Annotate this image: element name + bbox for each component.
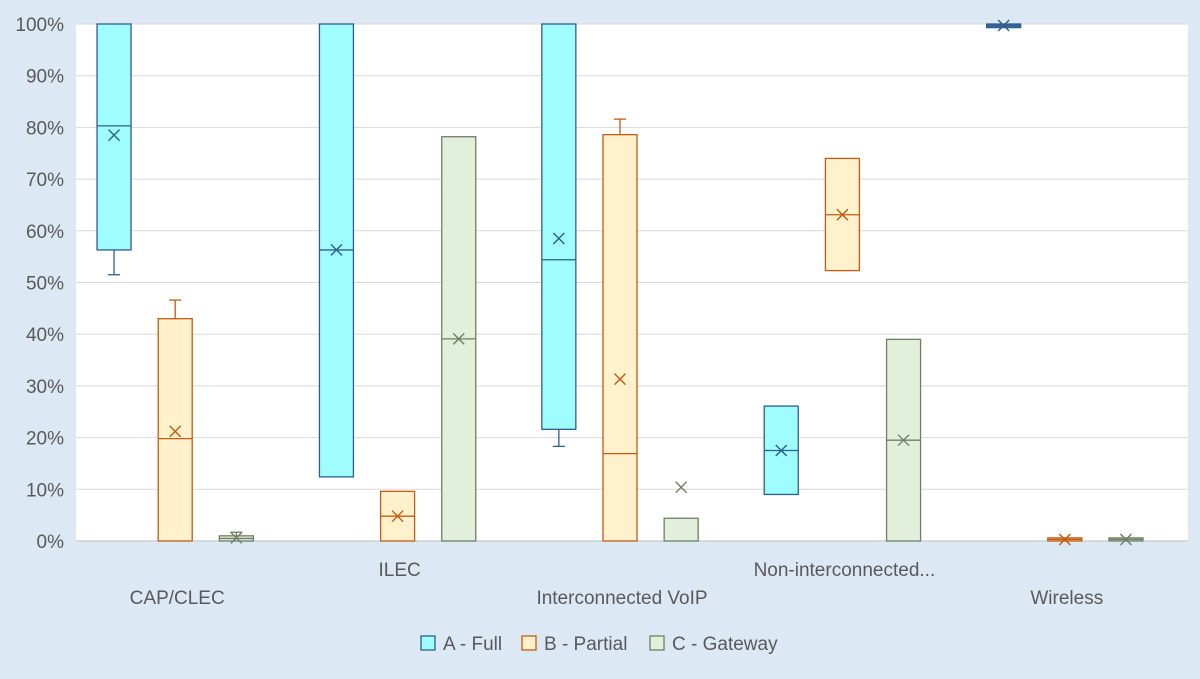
- category-label: CAP/CLEC: [130, 588, 225, 609]
- mean-marker: [614, 373, 626, 386]
- mean-marker: [169, 425, 182, 438]
- category-label: Non-interconnected...: [754, 560, 936, 581]
- box-0-1: [318, 23, 355, 478]
- box-2-1: [441, 136, 477, 542]
- box-2-4: [1108, 533, 1144, 546]
- mean-marker: [1058, 533, 1071, 546]
- box-0-2: [541, 23, 577, 448]
- box-2-3: [885, 338, 922, 542]
- category-label: Interconnected VoIP: [536, 588, 707, 609]
- y-tick-label: 70%: [26, 170, 64, 191]
- legend-swatch: [649, 635, 665, 651]
- box-rect: [157, 318, 193, 542]
- mean-marker: [897, 434, 910, 447]
- box-0-4: [985, 19, 1022, 32]
- category-label: Wireless: [1030, 588, 1103, 609]
- box-rect: [602, 133, 638, 542]
- box-rect: [541, 23, 577, 430]
- y-axis-ticks: 0% 10% 20% 30% 40% 50% 60% 70% 80% 90% 100%: [15, 15, 64, 553]
- y-tick-label: 10%: [26, 480, 64, 501]
- legend-item: B - Partial: [521, 634, 627, 655]
- mean-marker: [230, 531, 243, 544]
- legend-label: C - Gateway: [672, 634, 778, 655]
- category-label: ILEC: [378, 560, 420, 581]
- legend-label: B - Partial: [544, 634, 627, 655]
- legend-item: C - Gateway: [649, 634, 778, 655]
- box-0-0: [96, 23, 132, 276]
- box-1-2: [602, 118, 638, 542]
- y-tick-label: 30%: [26, 377, 64, 398]
- box-rect: [663, 517, 699, 542]
- box-0-3: [763, 405, 799, 496]
- box-2-0: [218, 531, 255, 544]
- y-tick-label: 0%: [37, 532, 65, 553]
- category-labels: CAP/CLEC ILEC Interconnected VoIP Non-inter…: [130, 560, 1104, 609]
- box-1-0: [157, 299, 193, 542]
- box-1-4: [1047, 533, 1083, 546]
- y-tick-label: 50%: [26, 274, 64, 295]
- y-tick-label: 80%: [26, 118, 64, 139]
- box-rect: [96, 23, 132, 251]
- box-plots: [96, 19, 1144, 546]
- mean-marker: [836, 208, 849, 221]
- legend-label: A - Full: [443, 634, 502, 655]
- box-1-1: [379, 490, 416, 542]
- legend-swatch: [420, 635, 436, 651]
- y-tick-label: 100%: [15, 15, 64, 36]
- mean-marker: [997, 19, 1010, 32]
- mean-marker: [1119, 533, 1132, 546]
- y-tick-label: 40%: [26, 325, 64, 346]
- y-tick-label: 60%: [26, 222, 64, 243]
- legend: A - Full B - Partial C - Gateway: [420, 634, 778, 655]
- y-tick-label: 20%: [26, 429, 64, 450]
- mean-marker: [108, 129, 121, 142]
- mean-marker: [775, 444, 788, 457]
- box-1-3: [824, 157, 861, 272]
- mean-marker: [330, 243, 343, 256]
- mean-marker: [552, 232, 565, 245]
- legend-swatch: [521, 635, 537, 651]
- mean-marker: [452, 332, 465, 345]
- mean-marker: [675, 481, 688, 494]
- legend-item: A - Full: [420, 634, 502, 655]
- mean-marker: [391, 510, 404, 523]
- y-tick-label: 90%: [26, 67, 64, 88]
- box-2-2: [663, 481, 699, 542]
